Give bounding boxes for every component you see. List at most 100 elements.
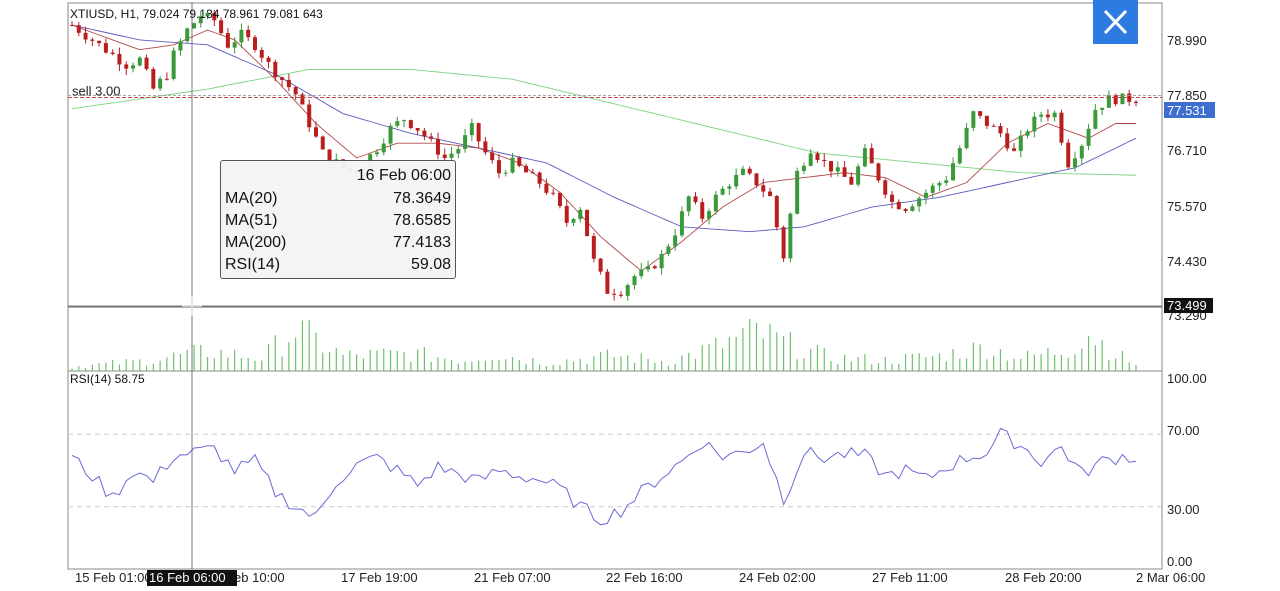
candle	[313, 121, 318, 139]
candle	[239, 23, 244, 49]
candle-body	[869, 148, 874, 164]
ma20-line	[71, 24, 1136, 272]
candle-body	[429, 136, 434, 139]
candle-body	[829, 161, 834, 172]
tooltip-label: MA(20)	[225, 190, 278, 207]
candle	[280, 76, 285, 87]
candle	[537, 171, 542, 189]
rsi-line	[71, 427, 1137, 526]
price-tick-label: 75.570	[1167, 199, 1207, 214]
candle-body	[374, 152, 379, 155]
candle-body	[476, 123, 481, 142]
candle	[679, 206, 684, 238]
candle	[530, 168, 535, 174]
candle	[693, 192, 698, 205]
candle	[957, 145, 962, 165]
time-tick-label: 27 Feb 11:00	[872, 570, 948, 585]
candle-body	[1032, 116, 1037, 132]
rsi-tick-label: 100.00	[1167, 371, 1207, 386]
candle	[225, 27, 230, 49]
candle	[1100, 107, 1105, 116]
candle-body	[781, 227, 786, 259]
candle-body	[734, 174, 739, 187]
candle-body	[469, 123, 474, 136]
candle	[286, 73, 291, 92]
candle	[849, 172, 854, 186]
tooltip-value: 59.08	[410, 256, 451, 273]
candle-body	[822, 159, 827, 162]
tooltip-row: RSI(14) 59.08	[225, 256, 451, 276]
candle	[137, 55, 142, 67]
candle	[103, 38, 108, 54]
candle	[463, 128, 468, 153]
candle	[991, 123, 996, 127]
candle-body	[666, 246, 671, 254]
candle	[402, 119, 407, 128]
candle-body	[1127, 93, 1132, 102]
candle	[883, 178, 888, 199]
candle	[1134, 100, 1138, 107]
candle	[971, 110, 976, 131]
candle	[646, 260, 651, 273]
rsi-tick-label: 30.00	[1167, 502, 1200, 517]
candle	[578, 207, 583, 223]
candle-body	[774, 196, 779, 228]
candle-body	[923, 192, 928, 199]
crosshair-tooltip: 16 Feb 06:00 MA(20) 78.3649 MA(51) 78.65…	[220, 160, 456, 279]
candle	[618, 291, 623, 298]
candle-body	[727, 186, 732, 189]
candle	[456, 145, 461, 159]
candle-body	[700, 202, 705, 219]
candle	[720, 186, 725, 196]
candle	[1120, 93, 1125, 105]
candle	[90, 37, 95, 47]
candle	[910, 204, 915, 212]
price-tick-label: 76.710	[1167, 143, 1207, 158]
candle-body	[239, 29, 244, 43]
candle-body	[456, 149, 461, 154]
candle	[808, 149, 813, 167]
candle-body	[910, 206, 915, 211]
candle-body	[1025, 131, 1030, 136]
close-button[interactable]	[1093, 0, 1138, 44]
candle	[1106, 90, 1111, 108]
candle-body	[530, 172, 535, 174]
candle-body	[1066, 142, 1071, 168]
candle-body	[1086, 128, 1091, 146]
candle	[842, 161, 847, 177]
candle-body	[707, 211, 712, 219]
candle	[876, 162, 881, 183]
candle-body	[449, 153, 454, 158]
candle-body	[585, 209, 590, 237]
candle-body	[313, 127, 318, 137]
candle-body	[937, 182, 942, 186]
candle-body	[1106, 94, 1111, 108]
candle	[219, 17, 224, 35]
candle	[1018, 130, 1023, 158]
candle	[429, 132, 434, 142]
price-tick-label: 77.850	[1167, 88, 1207, 103]
candle-body	[388, 125, 393, 144]
candle	[191, 22, 196, 29]
candle-body	[856, 166, 861, 185]
candle-body	[801, 165, 806, 171]
candle-body	[903, 209, 908, 211]
candle	[835, 161, 840, 177]
crosshair-time-label: 16 Feb 06:00	[149, 570, 226, 585]
time-tick-label: 15 Feb 01:00	[75, 570, 152, 585]
candle	[896, 199, 901, 210]
crosshair-time-tag	[147, 570, 237, 586]
candle	[591, 232, 596, 263]
candle	[185, 27, 190, 43]
candle	[144, 54, 149, 71]
candle-body	[876, 163, 881, 181]
candle-body	[83, 32, 88, 40]
candle-body	[754, 173, 759, 186]
candle-body	[693, 196, 698, 203]
candle-body	[124, 64, 129, 69]
candle	[158, 76, 163, 91]
candle-body	[713, 194, 718, 212]
candle	[923, 189, 928, 205]
ma200-line	[71, 68, 1137, 176]
